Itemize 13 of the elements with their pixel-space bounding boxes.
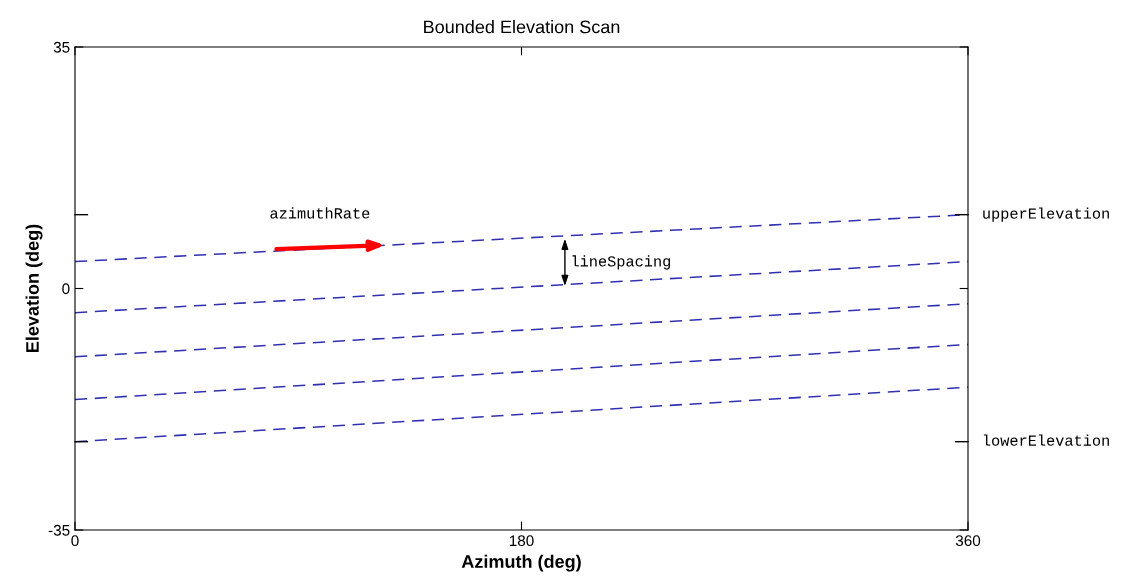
chart-title: Bounded Elevation Scan xyxy=(424,20,620,34)
y-tick-label: -35 xyxy=(48,524,70,536)
y-axis-title: Elevation (deg) xyxy=(25,224,43,352)
y-tick-label: 0 xyxy=(62,283,70,295)
x-axis-title: Azimuth (deg) xyxy=(461,554,581,572)
annotation: azimuthRate xyxy=(270,207,370,219)
x-tick-label: 360 xyxy=(955,535,981,547)
x-tick-label: 0 xyxy=(71,535,79,547)
ref-line-label: lowerElevation xyxy=(983,434,1109,446)
y-tick-label: 35 xyxy=(53,41,70,53)
ref-line-label: upperElevation xyxy=(983,207,1109,222)
x-tick-label: 180 xyxy=(509,535,534,547)
annotation: lineSpacing xyxy=(572,255,671,270)
